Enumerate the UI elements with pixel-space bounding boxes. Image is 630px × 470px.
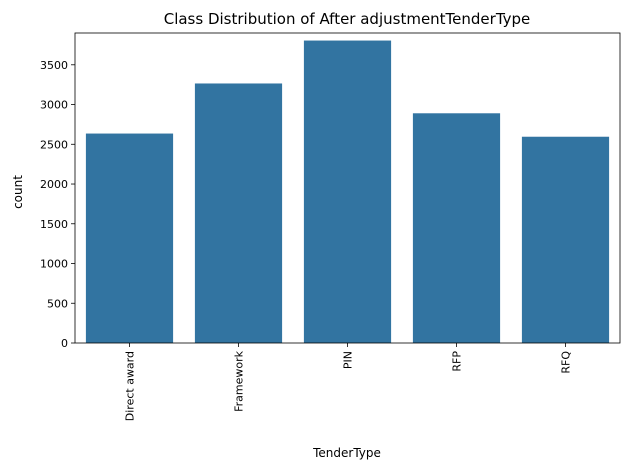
y-tick-label: 500 [47,297,68,310]
y-tick-label: 0 [61,337,68,350]
x-axis-ticks: Direct award Framework PIN RFP RFQ [124,343,573,421]
y-tick-label: 2500 [40,138,68,151]
x-tick-label: Direct award [124,351,137,421]
y-tick-label: 2000 [40,178,68,191]
y-tick-label: 1000 [40,258,68,271]
bar-rfq [521,136,610,343]
x-axis-label: TenderType [312,446,381,460]
bar-direct-award [85,133,174,343]
y-axis-label: count [11,175,25,209]
y-tick-label: 1500 [40,218,68,231]
bar-rfp [412,113,501,344]
y-tick-label: 3000 [40,99,68,112]
x-tick-label: RFP [451,351,464,372]
bar-pin [303,40,392,344]
y-tick-label: 3500 [40,59,68,72]
x-tick-label: PIN [342,351,355,369]
bars-group [85,40,610,344]
y-axis-ticks: 0 500 1000 1500 2000 2500 3000 3500 [40,59,75,350]
x-tick-label: Framework [233,350,246,412]
x-tick-label: RFQ [560,351,573,374]
bar-framework [194,83,283,343]
chart-title: Class Distribution of After adjustmentTe… [164,10,531,28]
plot-frame [74,32,621,344]
